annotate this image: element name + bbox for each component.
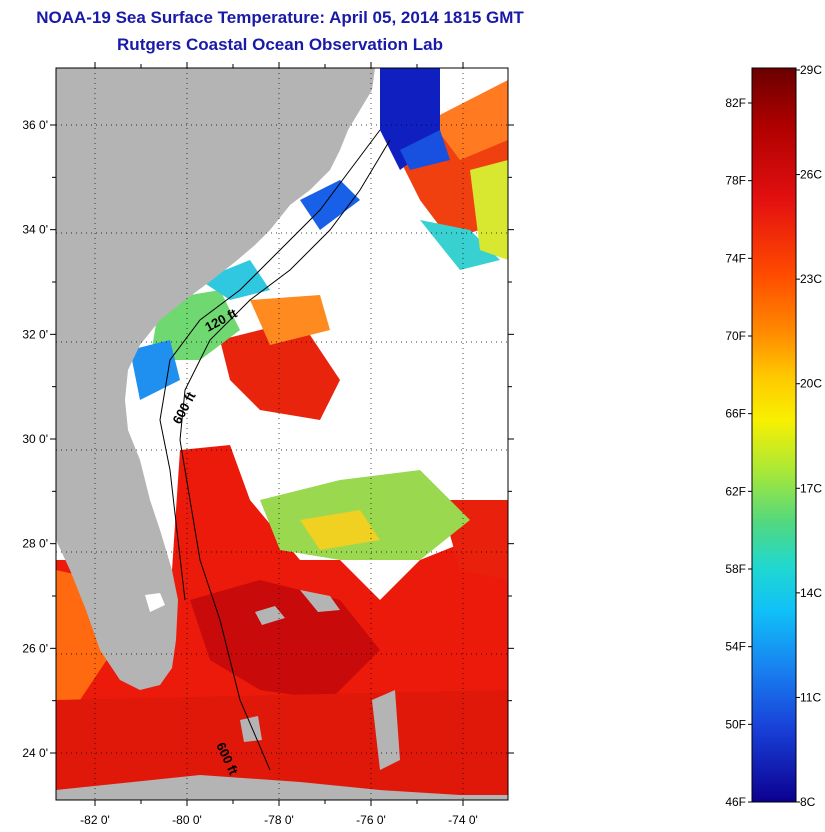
sst-yellow-mid [300,510,380,550]
lon-label: -80 0' [172,813,202,827]
sst-blue-coast [130,340,180,400]
colorbar-c-label: 23C [800,272,822,286]
lat-label: 26 0' [22,641,48,655]
colorbar-f-label: 66F [725,407,746,421]
colorbar-celsius-labels: 29C 26C 23C 20C 17C 14C 11C 8C [796,63,822,809]
lat-label: 30 0' [22,432,48,446]
lat-label: 36 0' [22,118,48,132]
colorbar-c-label: 29C [800,63,822,77]
sst-yellow-east [470,160,508,260]
land-cuba [56,775,508,800]
colorbar-f-label: 82F [725,96,746,110]
lon-label: -76 0' [356,813,386,827]
colorbar-c-label: 26C [800,168,822,182]
colorbar-f-label: 54F [725,640,746,654]
land-bahamas-1 [255,606,285,625]
colorbar-f-label: 62F [725,484,746,498]
colorbar [751,67,797,803]
land-bahamas-3 [372,690,400,770]
colorbar-f-label: 70F [725,329,746,343]
sst-cold-inshore [300,180,360,230]
lon-label: -78 0' [264,813,294,827]
sst-orange-mid [250,295,330,345]
isobath-600ft [179,139,391,771]
sst-cold-ne-2 [400,130,450,170]
colorbar-c-label: 11C [800,690,821,704]
colorbar-f-label: 74F [725,251,746,265]
lon-label: -82 0' [80,813,110,827]
sst-cyan-north [420,220,500,270]
colorbar-fahrenheit-labels: 82F 78F 74F 70F 66F 62F 58F 54F 50F 46F [725,96,752,809]
land-bahamas-2 [300,590,340,612]
colorbar-c-label: 17C [800,481,822,495]
lat-label: 28 0' [22,537,48,551]
colorbar-c-label: 20C [800,377,822,391]
lat-label: 34 0' [22,223,48,237]
land-bahamas-4 [240,716,262,742]
colorbar-c-label: 14C [800,586,822,600]
colorbar-f-label: 50F [725,717,746,731]
colorbar-f-label: 58F [725,562,746,576]
lake-okeechobee [145,593,165,612]
lat-label: 24 0' [22,746,48,760]
latitude-axis: 36 0' 34 0' 32 0' 30 0' 28 0' 26 0' 24 0' [22,118,514,760]
lat-label: 32 0' [22,327,48,341]
colorbar-c-label: 8C [800,795,816,809]
isobath-120ft [159,129,381,601]
sst-cyan-coast [200,260,270,300]
longitude-axis: -82 0' -80 0' -78 0' -76 0' -74 0' [80,62,478,827]
lon-label: -74 0' [448,813,478,827]
colorbar-f-label: 46F [725,795,746,809]
map-frame [55,67,509,801]
map-title: NOAA-19 Sea Surface Temperature: April 0… [36,8,524,27]
map-subtitle: Rutgers Coastal Ocean Observation Lab [117,35,443,54]
colorbar-f-label: 78F [725,174,746,188]
sst-warm-mid [220,320,340,420]
sst-ne-orange [430,80,508,160]
graticule [56,68,508,800]
land-us-southeast [56,68,375,690]
